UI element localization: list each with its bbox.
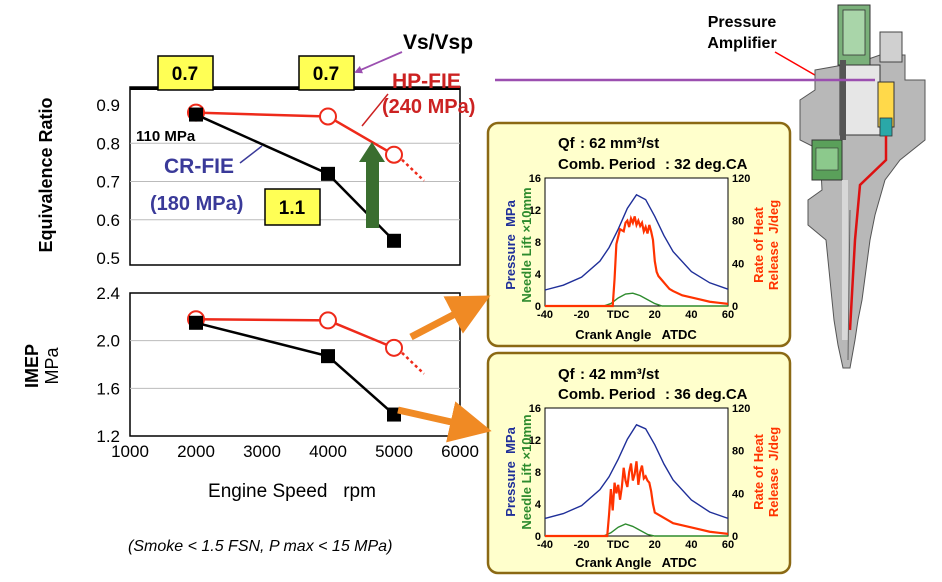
imep-x-tick-labels: 1000 2000 3000 4000 5000 6000 (111, 442, 479, 461)
panel1-x-tick-label: -20 (574, 309, 590, 321)
panel1-heat-label-2: Release J/deg (766, 200, 781, 290)
panel1-right-tick-label: 80 (732, 216, 744, 228)
panel1-x-tick-label: 20 (649, 309, 661, 321)
eq-cr-fie-marker (321, 167, 335, 181)
imep-x-tick-label: 6000 (441, 442, 479, 461)
footnote: (Smoke < 1.5 FSN, P max < 15 MPa) (128, 538, 392, 555)
pressure-amplifier-label-1: Pressure (708, 14, 777, 31)
panel2-x-tick-label: -20 (574, 539, 590, 551)
panel1-left-tick-label: 16 (529, 173, 541, 185)
imep-x-tick-label: 1000 (111, 442, 149, 461)
callout-box-b: 0.7 (299, 56, 354, 90)
panel1-comb-value: : 32 deg.CA (665, 156, 748, 173)
panel2-right-tick-label: 0 (732, 531, 738, 543)
callout-box-a: 0.7 (158, 56, 213, 90)
panel1-x-axis-label: Crank Angle ATDC (575, 327, 697, 342)
panel2-heat-label-1: Rate of Heat (751, 433, 766, 510)
panel2-x-tick-label: 40 (685, 539, 697, 551)
panel2-right-tick-label: 40 (732, 488, 744, 500)
eq-cr-fie-marker (387, 234, 401, 248)
imep-cr-fie-marker (189, 316, 203, 330)
eq-y-tick-label: 0.9 (96, 96, 120, 115)
imep-x-tick-label: 5000 (375, 442, 413, 461)
eq-y-tick-label: 0.7 (96, 173, 120, 192)
callout-box-a-text: 0.7 (172, 64, 198, 85)
imep-y-tick-label: 2.4 (96, 284, 120, 303)
cr-fie-label: CR-FIE (164, 155, 234, 178)
cr-110-label: 110 MPa (136, 128, 196, 145)
panel2-x-tick-label: TDC (607, 539, 630, 551)
panel2-left-tick-label: 8 (535, 467, 541, 479)
imep-y-tick-label: 2.0 (96, 332, 120, 351)
panel1-left-tick-label: 4 (535, 269, 542, 281)
eq-hp-fie-marker (320, 108, 336, 124)
imep-hp-fie-marker (320, 312, 336, 328)
pressure-amplifier-label-2: Amplifier (707, 35, 776, 52)
panel2-left-tick-label: 16 (529, 403, 541, 415)
panel2-right-tick-label: 80 (732, 446, 744, 458)
eq-cr-fie-marker (189, 108, 203, 122)
panel1-left-tick-label: 0 (535, 301, 541, 313)
cr-fie-pressure-label: (180 MPa) (150, 193, 243, 215)
eq-y-axis-label: Equivalence Ratio (36, 97, 56, 252)
panel2-x-axis-label: Crank Angle ATDC (575, 555, 697, 570)
panel2-comb-value: : 36 deg.CA (665, 386, 748, 403)
panel2-left-tick-label: 4 (535, 499, 542, 511)
panel1-x-tick-label: TDC (607, 309, 630, 321)
imep-x-tick-label: 3000 (243, 442, 281, 461)
panel1-comb-label: Comb. Period (558, 156, 656, 173)
imep-y-axis-label: IMEP (22, 344, 42, 388)
panel2-right-tick-label: 120 (732, 403, 750, 415)
hp-fie-pressure-label: (240 MPa) (382, 96, 475, 118)
imep-y-tick-labels: 1.2 1.6 2.0 2.4 (96, 284, 120, 446)
panel1-right-tick-label: 0 (732, 301, 738, 313)
panel1-right-tick-label: 120 (732, 173, 750, 185)
callout-box-c-text: 1.1 (279, 198, 306, 219)
eq-y-tick-label: 0.5 (96, 249, 120, 268)
panel1-qf-label: Qf (558, 135, 576, 152)
imep-x-tick-label: 4000 (309, 442, 347, 461)
panel2-qf-label: Qf (558, 366, 576, 383)
combustion-panel-1: Qf : 62 mm³/st Comb. Period : 32 deg.CA … (488, 123, 790, 346)
imep-hp-fie-marker (386, 340, 402, 356)
imep-x-tick-label: 2000 (177, 442, 215, 461)
panel1-plot-frame (545, 178, 728, 306)
imep-chart: 1.2 1.6 2.0 2.4 1000 2000 3000 4000 5000 6000 IM… (22, 284, 479, 502)
panel2-heat-label-2: Release J/deg (766, 427, 781, 517)
imep-x-axis-label: Engine Speed rpm (208, 481, 376, 502)
panel2-comb-label: Comb. Period (558, 386, 656, 403)
callout-box-c: 1.1 (265, 189, 320, 225)
panel2-pressure-label: Pressure MPa (503, 426, 518, 516)
panel1-needle-label: Needle Lift ×10mm (519, 187, 534, 302)
panel2-qf-value: : 42 mm³/st (580, 366, 659, 383)
imep-cr-fie-marker (321, 349, 335, 363)
vs-vsp-pointer (356, 52, 402, 72)
eq-y-tick-labels: 0.5 0.6 0.7 0.8 0.9 (96, 96, 120, 268)
panel1-qf-value: : 62 mm³/st (580, 135, 659, 152)
imep-y-axis-unit: MPa (42, 347, 62, 385)
callout-box-b-text: 0.7 (313, 64, 339, 85)
panel2-needle-label: Needle Lift ×10mm (519, 414, 534, 529)
panel2-left-tick-label: 0 (535, 531, 541, 543)
panel1-heat-label-1: Rate of Heat (751, 206, 766, 283)
panel1-x-tick-label: 40 (685, 309, 697, 321)
combustion-panel-2: Qf : 42 mm³/st Comb. Period : 36 deg.CA … (488, 353, 790, 573)
eq-y-tick-label: 0.6 (96, 211, 120, 230)
imep-y-tick-label: 1.6 (96, 379, 120, 398)
panel1-pressure-label: Pressure MPa (503, 199, 518, 289)
eq-hp-fie-marker (386, 147, 402, 163)
vs-vsp-label: Vs/Vsp (403, 31, 473, 54)
panel1-left-tick-label: 8 (535, 237, 541, 249)
eq-y-tick-label: 0.8 (96, 134, 120, 153)
panel2-x-tick-label: 20 (649, 539, 661, 551)
panel1-right-tick-label: 40 (732, 258, 744, 270)
hp-fie-label: HP-FIE (392, 70, 461, 93)
injector-fuel-inlet (880, 32, 902, 62)
